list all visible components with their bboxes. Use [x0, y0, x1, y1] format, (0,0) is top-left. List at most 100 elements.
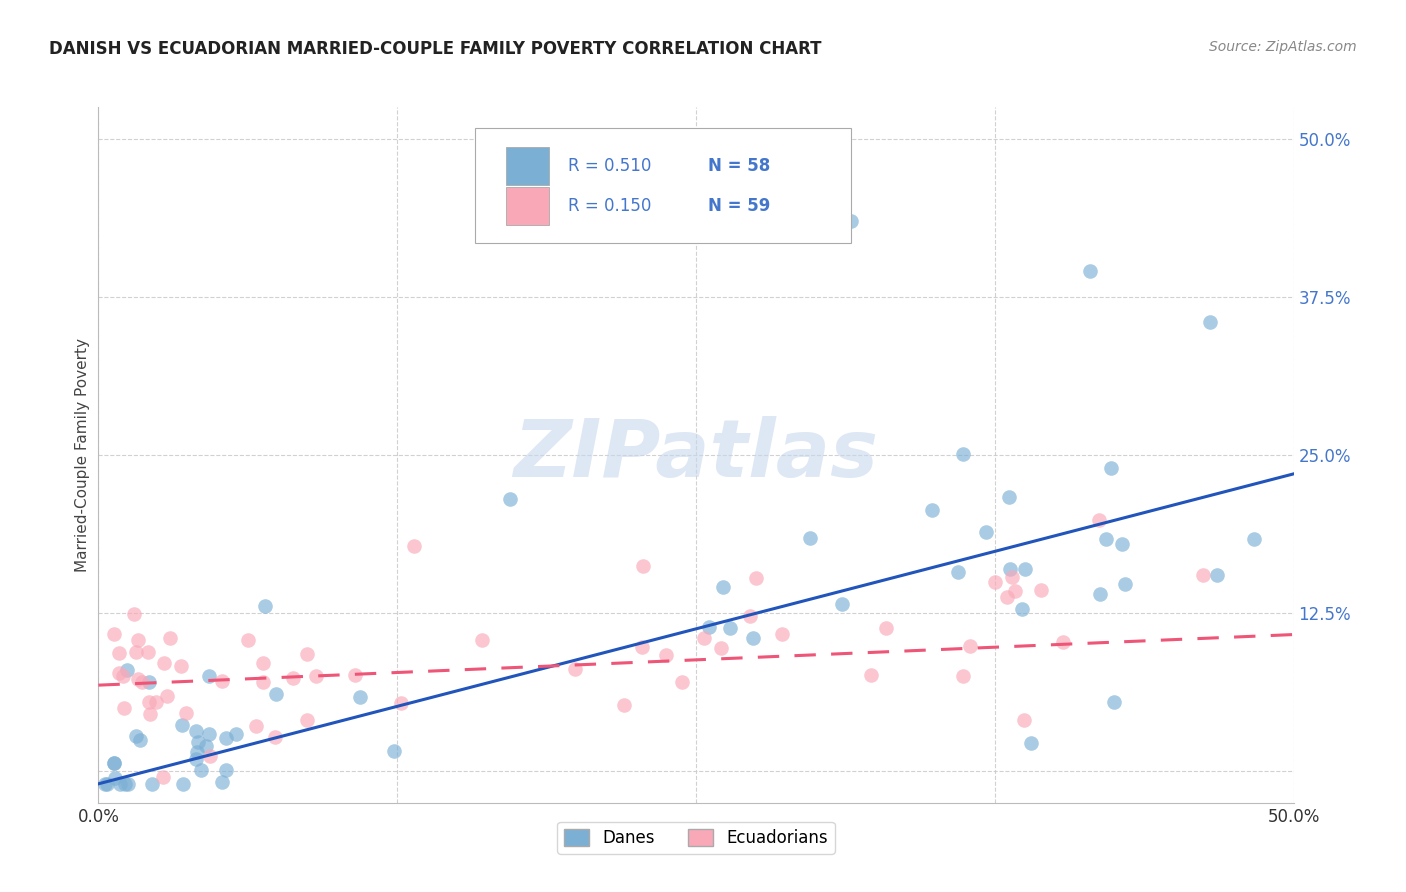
Text: N = 59: N = 59 [709, 197, 770, 215]
Point [1001, 570, 1024, 584]
Point [1095, 533, 1118, 547]
Text: ZIPatlas: ZIPatlas [513, 416, 879, 494]
Point [693, 631, 716, 645]
Point [211, 775, 233, 789]
Point [741, 631, 763, 645]
Point [131, 675, 153, 690]
Point [108, 665, 131, 680]
Point [1099, 461, 1122, 475]
Point [1014, 714, 1036, 728]
Point [197, 669, 219, 683]
Point [974, 524, 997, 539]
Point [145, 695, 167, 709]
Point [1206, 568, 1229, 582]
Point [1111, 537, 1133, 551]
Point [745, 571, 768, 585]
Point [170, 659, 193, 673]
Point [176, 706, 198, 720]
Point [153, 656, 176, 670]
Point [770, 627, 793, 641]
Point [654, 648, 676, 663]
Point [281, 671, 304, 685]
Point [114, 777, 136, 791]
Point [841, 214, 863, 228]
Point [184, 723, 207, 738]
Point [1243, 533, 1265, 547]
Point [266, 687, 288, 701]
Point [1080, 264, 1102, 278]
Point [295, 714, 318, 728]
Point [710, 640, 733, 655]
Point [983, 575, 1005, 590]
Point [921, 503, 943, 517]
Point [671, 675, 693, 690]
Point [253, 599, 276, 614]
Point [124, 607, 146, 622]
Point [1088, 513, 1111, 527]
Point [138, 695, 160, 709]
Point [305, 669, 328, 683]
Point [125, 645, 148, 659]
Point [718, 621, 741, 635]
Point [697, 619, 720, 633]
Point [799, 531, 821, 545]
Text: R = 0.510: R = 0.510 [568, 157, 651, 175]
Point [211, 674, 233, 689]
Point [948, 565, 970, 579]
Point [859, 667, 882, 681]
Point [349, 690, 371, 704]
Point [471, 633, 494, 648]
Point [344, 668, 367, 682]
Point [215, 731, 238, 746]
Point [998, 490, 1021, 504]
Point [215, 763, 238, 777]
Point [1114, 576, 1136, 591]
Point [498, 492, 520, 507]
Point [1090, 587, 1112, 601]
Y-axis label: Married-Couple Family Poverty: Married-Couple Family Poverty [75, 338, 90, 572]
FancyBboxPatch shape [506, 187, 548, 225]
Point [172, 777, 194, 791]
Point [738, 609, 761, 624]
Point [711, 580, 734, 594]
Point [117, 663, 139, 677]
Point [1019, 736, 1042, 750]
Text: Source: ZipAtlas.com: Source: ZipAtlas.com [1209, 40, 1357, 54]
FancyBboxPatch shape [475, 128, 852, 243]
Point [111, 669, 134, 683]
Point [186, 745, 208, 759]
Point [141, 777, 163, 791]
Point [631, 640, 654, 654]
Point [995, 590, 1018, 604]
Point [136, 645, 159, 659]
Point [875, 621, 897, 635]
Point [382, 744, 405, 758]
Point [1052, 635, 1074, 649]
Point [198, 727, 221, 741]
Point [245, 719, 267, 733]
Point [1011, 602, 1033, 616]
Text: N = 58: N = 58 [709, 157, 770, 175]
Point [236, 633, 259, 648]
Point [108, 777, 131, 791]
Point [959, 639, 981, 653]
Point [998, 562, 1021, 576]
Text: DANISH VS ECUADORIAN MARRIED-COUPLE FAMILY POVERTY CORRELATION CHART: DANISH VS ECUADORIAN MARRIED-COUPLE FAMI… [49, 40, 821, 58]
Point [104, 771, 127, 785]
Point [172, 717, 194, 731]
Point [112, 700, 135, 714]
Point [103, 756, 125, 770]
Point [186, 752, 208, 766]
Text: R = 0.150: R = 0.150 [568, 197, 651, 215]
Point [127, 672, 149, 686]
Point [1104, 695, 1126, 709]
Point [252, 675, 274, 690]
Point [117, 777, 139, 791]
Point [195, 739, 218, 753]
Point [125, 729, 148, 743]
Point [264, 730, 287, 744]
Point [96, 777, 118, 791]
Point [952, 447, 974, 461]
Point [1191, 568, 1213, 582]
Point [127, 633, 149, 648]
